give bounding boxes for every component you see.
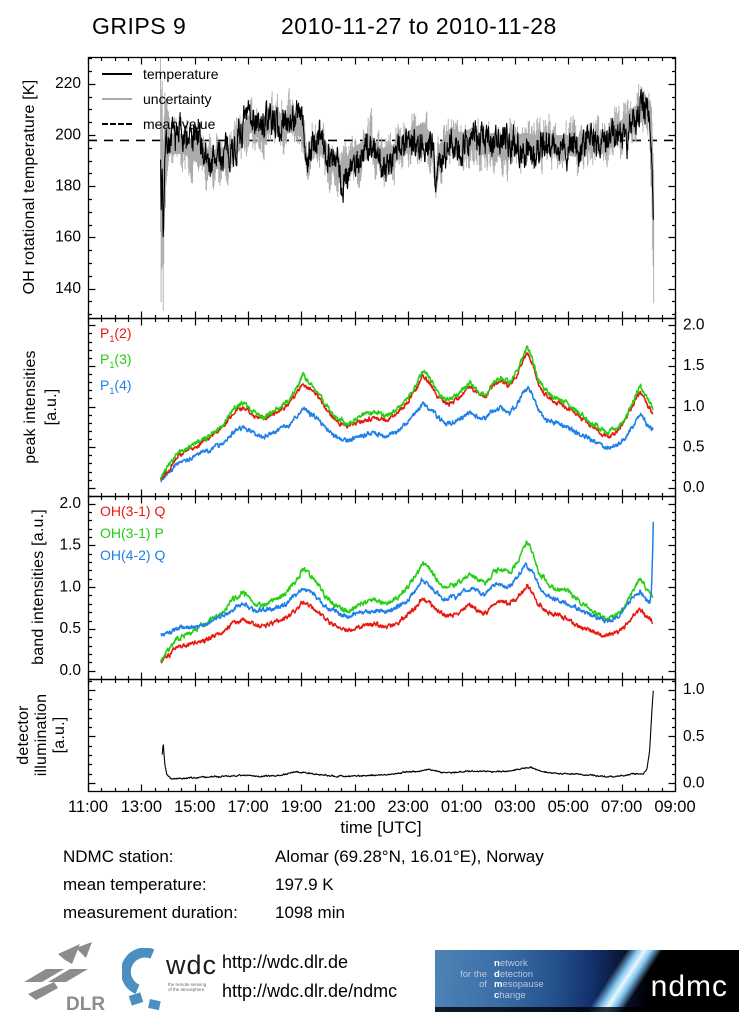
banner-text-block: network for the detection of mesopause change [445,958,544,1002]
legend-label: OH(4-2) Q [100,547,166,563]
plots-canvas [0,0,749,850]
wdc-logo-graphic [120,947,161,1011]
wdc-caption-line1: the remote sensing [168,982,207,987]
y-axis-label-temperature: OH rotational temperature [K] [21,79,38,295]
legend-label: mean value [143,116,216,132]
banner-word: network [494,958,528,969]
legend-swatch [102,98,132,100]
ndmc-brand-text: ndmc [650,970,728,1003]
legend-label: OH(3-1) Q [100,503,166,519]
dlr-logo: DLR [18,942,123,1015]
wdc-caption-line2: of the atmosphere [168,987,205,992]
temperature-legend-item-1: uncertainty [102,91,211,107]
info-value-measurement-duration: 1098 min [275,903,345,922]
dlr-logo-graphic: DLR [24,942,105,1015]
banner-bottom-strip [435,1007,739,1012]
banner-word: change [494,989,526,1001]
wdc-logo: wdc the remote sensing of the atmosphere [120,947,222,1012]
banner-word: detection [494,968,534,980]
info-label-mean-temperature: mean temperature: [63,875,207,894]
ndmc-url: http://wdc.dlr.de/ndmc [222,981,398,1001]
wdc-logo-text: wdc [166,950,218,980]
wdc-url: http://wdc.dlr.de [222,952,349,972]
banner-prefix-line: of [479,979,487,990]
temperature-legend-item-2: mean value [102,116,215,132]
y-axis-label-detector-unit: [a.u.] [51,716,68,754]
band-intensities-legend-item-2: OH(4-2) Q [100,547,165,563]
banner-prefix-line [445,959,487,970]
date-range-title: 2010-11-27 to 2010-11-28 [281,13,557,39]
legend-label: temperature [143,66,219,82]
y-axis-label-peak-intensities: peak intensities [22,350,39,464]
y-axis-label-detector: detector [15,705,32,765]
legend-label: uncertainty [143,91,212,107]
info-value-station: Alomar (69.28°N, 16.01°E), Norway [275,847,544,866]
info-value-mean-temperature: 197.9 K [275,875,334,894]
legend-swatch [102,123,132,125]
banner-prefix-line: for the [460,968,487,980]
legend-label: OH(3-1) P [100,525,164,541]
instrument-title: GRIPS 9 [92,13,187,39]
y-axis-label-illumination: illumination [33,693,50,777]
x-axis-label: time [UTC] [340,818,422,837]
legend-label: P1(4) [100,377,132,396]
wdc-logo-caption: the remote sensing of the atmosphere [168,982,206,992]
info-label-station: NDMC station: [63,847,174,866]
banner-prefix-line [445,991,487,1002]
peak-intensities-legend-item-0: P1(2) [100,325,132,344]
y-axis-label-band-intensities: band intensities [a.u.] [30,509,47,665]
legend-label: P1(3) [100,351,132,370]
banner-word: mesopause [494,979,544,990]
y-axis-label-peak-intensities-unit: [a.u.] [43,388,60,426]
band-intensities-legend-item-0: OH(3-1) Q [100,503,165,519]
dlr-logo-text: DLR [66,994,105,1014]
ndmc-banner: network for the detection of mesopause change… [435,950,739,1012]
info-label-measurement-duration: measurement duration: [63,903,238,922]
temperature-legend-item-0: temperature [102,66,218,82]
legend-label: P1(2) [100,325,132,344]
peak-intensities-legend-item-1: P1(3) [100,351,132,370]
legend-swatch [102,73,132,75]
peak-intensities-legend-item-2: P1(4) [100,377,132,396]
band-intensities-legend-item-1: OH(3-1) P [100,525,164,541]
